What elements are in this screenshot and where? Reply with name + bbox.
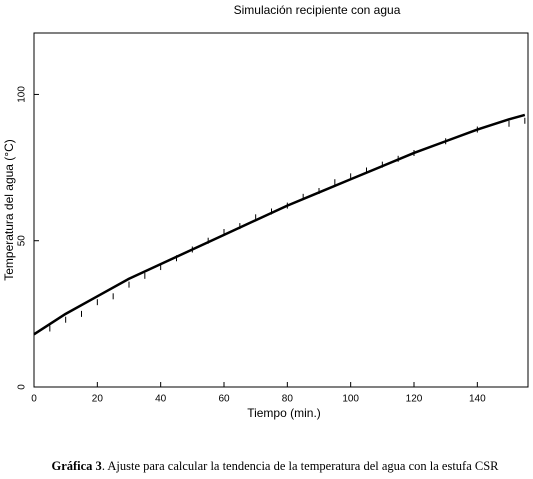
caption-label: Gráfica 3	[51, 459, 101, 473]
caption: Gráfica 3. Ajuste para calcular la tende…	[51, 459, 499, 473]
x-tick-label: 80	[282, 394, 294, 405]
x-tick-label: 120	[406, 394, 423, 405]
y-tick-label: 0	[17, 384, 28, 390]
x-tick-label: 20	[92, 394, 104, 405]
y-axis-label: Temperatura del agua (°C)	[2, 139, 16, 281]
x-tick-label: 0	[31, 394, 37, 405]
chart-title: Simulación recipiente con agua	[234, 3, 401, 17]
x-tick-label: 40	[155, 394, 167, 405]
y-tick-label: 50	[17, 235, 28, 247]
y-tick-label: 100	[17, 86, 28, 103]
x-axis-label: Tiempo (min.)	[247, 406, 321, 420]
plot-frame	[33, 32, 529, 388]
x-tick-label: 100	[342, 394, 359, 405]
x-tick-label: 140	[469, 394, 486, 405]
x-tick-label: 60	[218, 394, 230, 405]
fit-line	[33, 113, 526, 336]
caption-text: . Ajuste para calcular la tendencia de l…	[102, 459, 499, 473]
